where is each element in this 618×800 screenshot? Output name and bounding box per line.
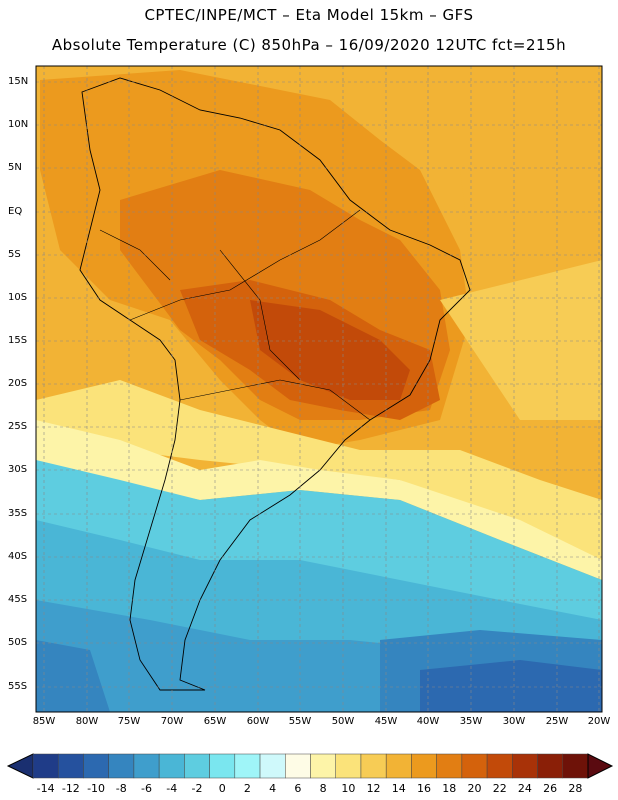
lon-label: 65W bbox=[203, 716, 227, 727]
colorbar-tick-label: -10 bbox=[87, 782, 106, 795]
colorbar-tick-label: 20 bbox=[467, 782, 482, 795]
lon-label: 50W bbox=[331, 716, 355, 727]
colorbar-tick-label: 0 bbox=[218, 782, 226, 795]
colorbar-swatch bbox=[57, 753, 84, 779]
colorbar-swatch bbox=[562, 753, 589, 779]
lat-label: 50S bbox=[8, 637, 28, 648]
lat-label: 55S bbox=[8, 681, 28, 692]
colorbar-tick-label: 26 bbox=[543, 782, 558, 795]
lat-label: 30S bbox=[8, 464, 28, 475]
map-title-line2: Absolute Temperature (C) 850hPa – 16/09/… bbox=[51, 36, 567, 54]
colorbar-swatch bbox=[184, 753, 210, 779]
colorbar-tick-label: 14 bbox=[391, 782, 406, 795]
colorbar-tick-label: -8 bbox=[115, 782, 127, 795]
colorbar-tick-label: -4 bbox=[166, 782, 178, 795]
colorbar-swatch bbox=[486, 753, 513, 779]
colorbar bbox=[6, 753, 614, 779]
colorbar-swatch bbox=[537, 753, 564, 779]
lon-label: 75W bbox=[117, 716, 141, 727]
lat-label: 20S bbox=[8, 378, 28, 389]
lon-label: 60W bbox=[246, 716, 270, 727]
colorbar-swatch bbox=[436, 753, 463, 779]
colorbar-swatch bbox=[209, 753, 236, 779]
colorbar-tick-label: 24 bbox=[517, 782, 532, 795]
colorbar-tick-label: 8 bbox=[319, 782, 327, 795]
colorbar-tick-label: 4 bbox=[269, 782, 277, 795]
lat-label: 15S bbox=[8, 335, 28, 346]
map-title-line1: CPTEC/INPE/MCT – Eta Model 15km – GFS bbox=[144, 6, 474, 24]
colorbar-tick-label: 10 bbox=[341, 782, 356, 795]
lon-label: 85W bbox=[32, 716, 56, 727]
colorbar-swatch bbox=[158, 753, 185, 779]
lon-label: 40W bbox=[416, 716, 440, 727]
lat-label: 10N bbox=[8, 119, 29, 130]
colorbar-tick-label: 28 bbox=[568, 782, 583, 795]
colorbar-swatch bbox=[285, 753, 311, 779]
graticule bbox=[36, 66, 602, 712]
colorbar-min-arrow bbox=[6, 753, 34, 779]
lat-label: EQ bbox=[8, 206, 23, 217]
colorbar-tick-label: -2 bbox=[191, 782, 203, 795]
lon-label: 80W bbox=[75, 716, 99, 727]
colorbar-swatch bbox=[133, 753, 160, 779]
colorbar-tick-label: 16 bbox=[417, 782, 432, 795]
colorbar-tick-label: -12 bbox=[61, 782, 80, 795]
lat-label: 5S bbox=[8, 249, 21, 260]
lat-label: 35S bbox=[8, 508, 28, 519]
lon-label: 25W bbox=[545, 716, 569, 727]
lon-label: 30W bbox=[502, 716, 526, 727]
lon-label: 70W bbox=[160, 716, 184, 727]
lon-label: 55W bbox=[288, 716, 312, 727]
colorbar-max-arrow bbox=[587, 753, 614, 779]
lon-label: 45W bbox=[374, 716, 398, 727]
lat-label: 40S bbox=[8, 551, 28, 562]
colorbar-swatch bbox=[310, 753, 336, 779]
lon-label: 35W bbox=[459, 716, 483, 727]
colorbar-swatch bbox=[461, 753, 488, 779]
colorbar-swatch bbox=[411, 753, 437, 779]
colorbar-swatch bbox=[108, 753, 135, 779]
colorbar-swatch bbox=[32, 753, 59, 779]
lat-label: 10S bbox=[8, 292, 28, 303]
lat-label: 25S bbox=[8, 421, 28, 432]
colorbar-tick-label: -6 bbox=[141, 782, 152, 795]
coastline bbox=[79, 77, 471, 691]
lat-label: 45S bbox=[8, 594, 28, 605]
colorbar-swatch bbox=[385, 753, 412, 779]
lat-label: 5N bbox=[8, 162, 22, 173]
colorbar-tick-label: -14 bbox=[36, 782, 55, 795]
colorbar-swatch bbox=[335, 753, 362, 779]
colorbar-tick-label: 6 bbox=[294, 782, 302, 795]
colorbar-swatch bbox=[234, 753, 261, 779]
map-field bbox=[36, 66, 602, 712]
colorbar-tick-label: 2 bbox=[243, 782, 251, 795]
colorbar-swatch bbox=[83, 753, 109, 779]
colorbar-tick-label: 18 bbox=[442, 782, 457, 795]
map-frame bbox=[35, 65, 603, 713]
colorbar-swatch bbox=[512, 753, 538, 779]
colorbar-swatch bbox=[259, 753, 286, 779]
colorbar-swatch bbox=[360, 753, 387, 779]
colorbar-tick-label: 22 bbox=[492, 782, 507, 795]
colorbar-tick-label: 12 bbox=[366, 782, 381, 795]
lon-label: 20W bbox=[587, 716, 611, 727]
lat-label: 15N bbox=[8, 76, 29, 87]
